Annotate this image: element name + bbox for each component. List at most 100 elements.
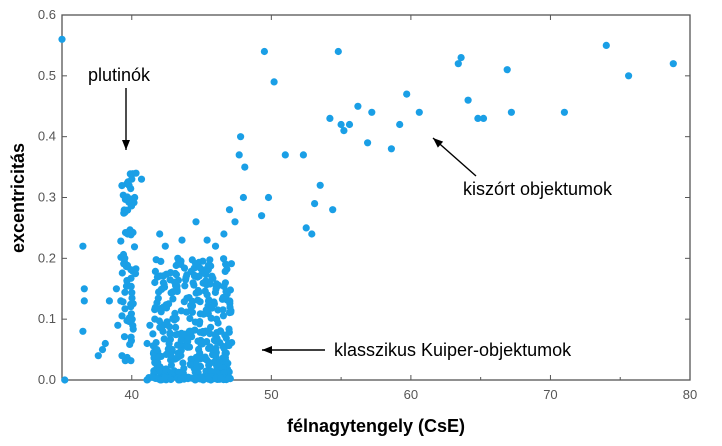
- x-tick-label: 40: [125, 387, 139, 402]
- data-point-classical: [196, 328, 204, 336]
- data-point-classical: [197, 336, 205, 344]
- data-point-classical: [186, 361, 195, 369]
- data-point-classical: [167, 361, 175, 369]
- data-point: [58, 35, 66, 43]
- arrow-plutinos-head: [122, 140, 130, 150]
- data-point: [61, 376, 69, 384]
- data-point-classical: [151, 359, 159, 367]
- data-point-classical: [206, 343, 214, 351]
- data-point-classical: [218, 295, 226, 303]
- data-point-classical: [208, 272, 216, 280]
- data-point: [79, 242, 87, 250]
- data-point-classical: [178, 330, 186, 339]
- data-point-classical: [203, 356, 211, 364]
- data-point-classical: [207, 323, 215, 331]
- data-point-classical: [192, 260, 200, 268]
- data-point-classical: [157, 324, 165, 332]
- data-point-plutinos: [126, 340, 134, 348]
- data-point: [299, 151, 307, 159]
- data-point-classical: [185, 327, 194, 335]
- data-point: [132, 169, 140, 177]
- data-point: [396, 120, 404, 129]
- data-point-classical: [157, 308, 165, 316]
- data-point-classical: [214, 319, 222, 327]
- data-point-classical: [184, 337, 192, 346]
- data-point-classical: [221, 279, 229, 287]
- data-point-classical: [216, 363, 224, 371]
- annotation-arrows: [122, 88, 477, 354]
- data-point-classical: [183, 294, 191, 302]
- data-point: [354, 102, 362, 110]
- data-point: [264, 193, 273, 202]
- data-point-classical: [219, 312, 227, 320]
- data-point-classical: [165, 323, 173, 331]
- data-point: [112, 285, 120, 293]
- data-point-classical-zero: [143, 376, 151, 384]
- data-point-classical: [204, 261, 212, 269]
- data-point-classical: [199, 257, 207, 265]
- data-point: [337, 120, 345, 129]
- data-point-plutinos: [128, 289, 136, 297]
- data-point-classical: [174, 353, 182, 362]
- data-point-classical: [172, 315, 180, 323]
- data-point-classical: [194, 296, 202, 304]
- data-point-classical-zero: [225, 374, 233, 382]
- data-point-classical: [171, 278, 179, 286]
- annotation-scattered: kiszórt objektumok: [463, 179, 613, 199]
- data-point: [128, 175, 136, 183]
- data-point: [118, 352, 126, 360]
- data-point-classical: [183, 271, 191, 279]
- data-point: [474, 114, 482, 122]
- data-point-plutinos: [121, 288, 129, 296]
- data-point-classical: [172, 271, 180, 279]
- x-tick-label: 80: [683, 387, 697, 402]
- data-points: [58, 35, 677, 384]
- y-tick-label: 0.5: [38, 68, 56, 83]
- data-point: [334, 47, 342, 56]
- data-point-classical-zero: [205, 375, 213, 383]
- data-point-classical: [204, 278, 212, 286]
- data-point-plutinos: [120, 333, 129, 341]
- data-point-plutinos: [127, 310, 135, 318]
- data-point: [625, 72, 633, 80]
- data-point-plutinos: [127, 282, 135, 291]
- data-point: [311, 200, 319, 208]
- data-point-classical: [224, 359, 232, 367]
- data-point-classical: [216, 327, 224, 335]
- data-point: [457, 54, 465, 62]
- data-point-classical-zero: [217, 374, 225, 382]
- data-point-plutinos: [127, 202, 136, 210]
- data-point: [124, 230, 132, 238]
- data-point: [308, 230, 316, 238]
- data-point: [454, 60, 462, 68]
- data-point: [225, 206, 234, 214]
- data-point: [281, 151, 289, 159]
- data-point-classical: [207, 367, 215, 375]
- data-point-classical: [227, 260, 235, 268]
- data-point-classical: [172, 331, 180, 339]
- data-point: [125, 181, 133, 189]
- data-point-classical: [192, 353, 200, 361]
- data-point: [174, 254, 182, 262]
- y-tick-label: 0.4: [38, 129, 56, 144]
- data-point: [602, 41, 610, 50]
- data-point-plutinos: [118, 269, 126, 277]
- data-point-classical: [203, 291, 211, 299]
- data-point: [203, 236, 211, 244]
- data-point-plutinos: [127, 357, 135, 365]
- data-point-classical: [212, 351, 220, 359]
- data-point-classical: [151, 267, 159, 275]
- data-point: [137, 175, 146, 183]
- data-point: [161, 242, 169, 250]
- data-point: [415, 108, 423, 116]
- x-tick-label: 50: [264, 387, 278, 402]
- data-point: [316, 181, 324, 189]
- data-point-plutinos: [127, 274, 135, 282]
- data-point-classical: [154, 294, 162, 302]
- data-point-plutinos: [127, 303, 135, 311]
- data-point: [479, 114, 488, 122]
- data-point: [235, 151, 243, 159]
- data-point-classical: [191, 368, 199, 376]
- data-point-classical: [175, 368, 183, 376]
